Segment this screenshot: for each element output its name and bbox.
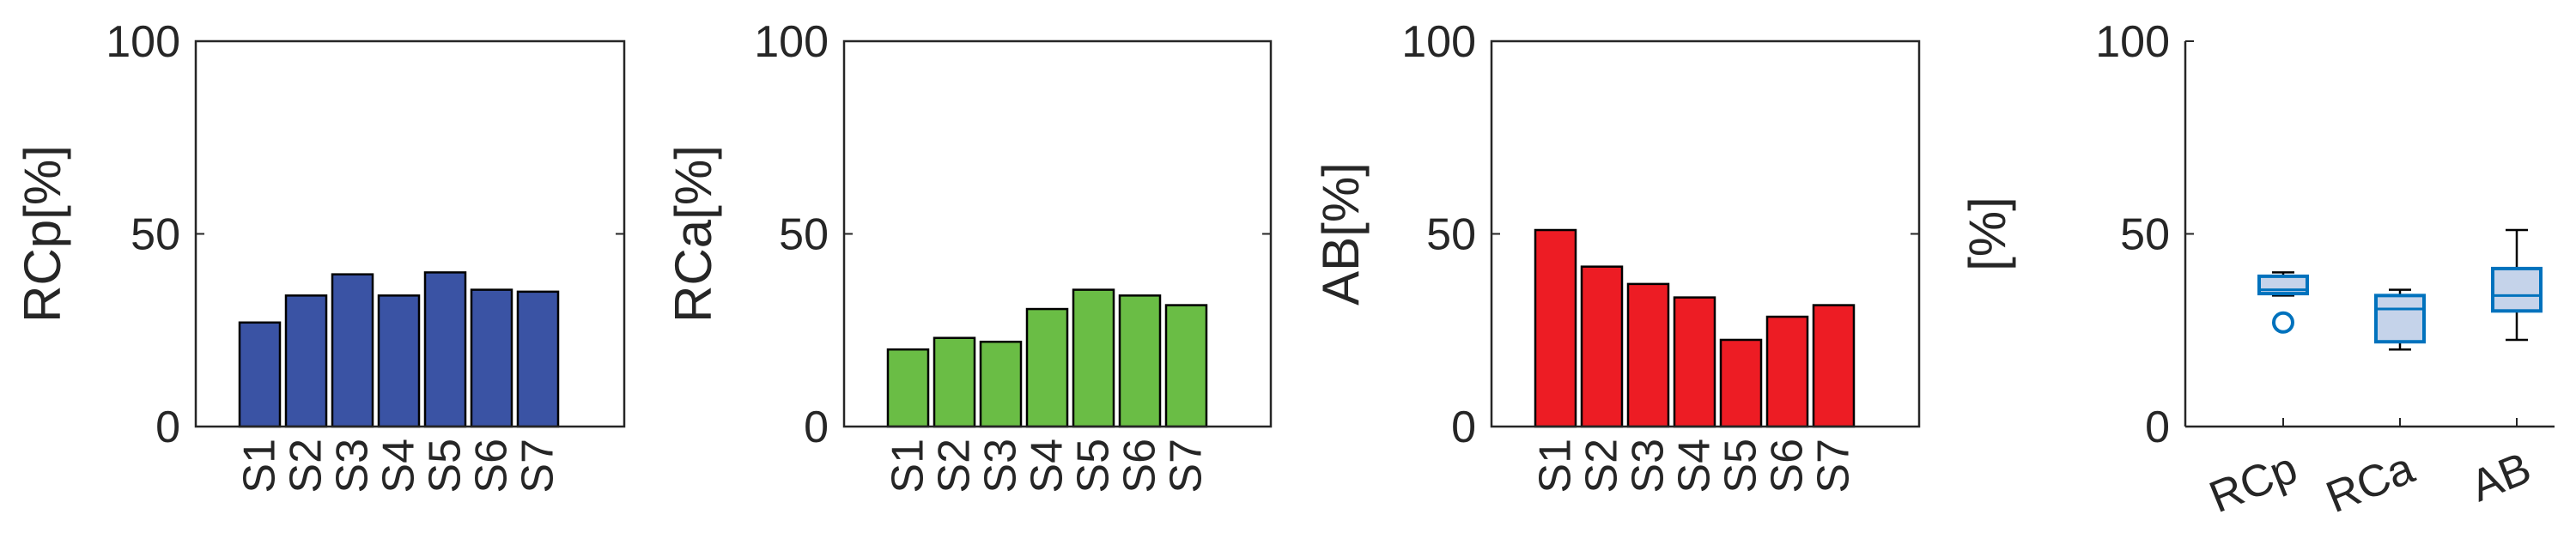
bar: [1812, 304, 1856, 428]
bar: [1765, 315, 1809, 428]
y-tick-label: 0: [2145, 403, 2170, 452]
x-tick-label: S5: [1069, 439, 1119, 493]
bar: [377, 294, 421, 428]
y-axis-label: [%]: [1959, 197, 2016, 271]
bar: [516, 290, 560, 428]
x-tick-label: S2: [282, 439, 331, 493]
x-tick-label: S5: [1716, 439, 1766, 493]
x-tick-label: S1: [235, 439, 285, 493]
y-tick-label: 0: [804, 403, 829, 452]
summary-box-plot: 0 50 100 [%] RCp RCa AB: [1959, 17, 2555, 523]
axes-box: [1490, 39, 1921, 428]
bar: [1118, 294, 1162, 428]
x-tick-label: S6: [1763, 439, 1813, 493]
bar: [979, 340, 1023, 428]
bar: [933, 336, 976, 428]
x-tick-label: S7: [1809, 439, 1859, 493]
bar: [331, 273, 374, 428]
bar: [1025, 307, 1069, 428]
y-tick-label: 100: [106, 17, 180, 67]
y-tick-label: 50: [131, 210, 180, 260]
y-tick-label: 50: [779, 210, 829, 260]
outlier-point: [2272, 311, 2294, 334]
x-tick-label: S3: [328, 439, 378, 493]
x-tick-label: S1: [884, 439, 933, 493]
axes-box: [842, 39, 1273, 428]
y-tick-label: 0: [155, 403, 180, 452]
y-tick-label: 100: [1401, 17, 1476, 67]
bar: [1626, 282, 1670, 428]
y-tick-label: 100: [754, 17, 829, 67]
box: [2374, 294, 2426, 344]
x-tick-label: S2: [1577, 439, 1627, 493]
x-tick-label: RCp: [2202, 443, 2304, 523]
x-tick-label: AB: [2464, 443, 2537, 512]
bar: [1164, 304, 1208, 428]
y-tick-label: 50: [2120, 210, 2170, 260]
bar: [1580, 265, 1624, 428]
y-axis-label: AB[%]: [1312, 162, 1370, 306]
y-tick-label: 0: [1451, 403, 1476, 452]
x-tick-label: S3: [976, 439, 1026, 493]
x-tick-label: S7: [513, 439, 563, 493]
x-tick-label: S4: [374, 439, 424, 493]
x-tick-label: S4: [1670, 439, 1720, 493]
x-tick-label: S6: [1115, 439, 1165, 493]
x-tick-label: S5: [421, 439, 471, 493]
bar: [423, 271, 467, 428]
y-tick-label: 50: [1426, 210, 1476, 260]
y-tick-label: 100: [2095, 17, 2170, 67]
bar: [1534, 228, 1577, 428]
x-tick-label: S4: [1023, 439, 1072, 493]
bar: [1719, 338, 1763, 428]
x-tick-label: RCa: [2319, 443, 2421, 523]
x-tick-label: S3: [1624, 439, 1674, 493]
x-tick-label: S2: [930, 439, 980, 493]
bar: [886, 348, 930, 428]
bar: [1673, 296, 1716, 428]
box: [2491, 266, 2543, 313]
x-tick-label: S1: [1531, 439, 1581, 493]
bar: [1072, 288, 1115, 428]
bar: [470, 288, 513, 428]
y-axis-label: RCp[%]: [14, 145, 71, 323]
bar: [238, 321, 282, 428]
y-axis-label: RCa[%]: [665, 145, 722, 323]
x-tick-label: S6: [467, 439, 517, 493]
axes-box: [194, 39, 626, 428]
x-tick-label: S7: [1162, 439, 1212, 493]
bar: [284, 294, 328, 428]
